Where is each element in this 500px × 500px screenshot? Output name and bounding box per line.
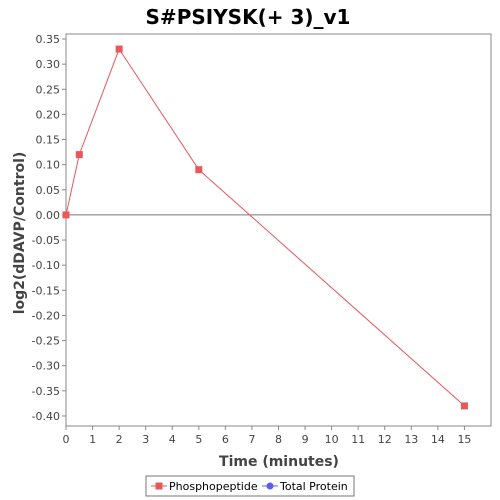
x-tick-label: 11 — [351, 433, 365, 446]
y-tick-label: -0.05 — [32, 234, 60, 247]
x-tick-label: 10 — [325, 433, 339, 446]
legend-label: Total Protein — [279, 480, 348, 493]
y-axis-title: log2(dDAVP/Control) — [12, 152, 28, 315]
legend-label: Phosphopeptide — [169, 480, 258, 493]
y-tick-label: -0.40 — [32, 410, 60, 423]
x-tick-label: 8 — [275, 433, 282, 446]
x-tick-label: 5 — [195, 433, 202, 446]
x-tick-label: 6 — [222, 433, 229, 446]
y-tick-label: -0.20 — [32, 309, 60, 322]
x-tick-label: 7 — [248, 433, 255, 446]
data-point — [75, 151, 83, 159]
x-tick-label: 9 — [302, 433, 309, 446]
x-tick-label: 3 — [142, 433, 149, 446]
plot-area: 0.35 0.30 0.25 0.20 0.15 0.10 0.05 0.00 -0.05 -0.… — [32, 33, 492, 446]
x-tick-label: 14 — [431, 433, 445, 446]
y-tick-label: 0.20 — [36, 108, 61, 121]
legend-box — [145, 475, 355, 497]
y-tick-label: 0.05 — [36, 184, 61, 197]
legend-marker — [155, 482, 163, 490]
y-tick-label: -0.10 — [32, 259, 60, 272]
data-point — [195, 166, 203, 174]
x-tick-label: 2 — [116, 433, 123, 446]
y-tick-label: -0.35 — [32, 385, 60, 398]
legend: Phosphopeptide Total Protein — [145, 475, 355, 497]
y-tick-label: 0.10 — [36, 159, 61, 172]
data-point — [62, 211, 70, 219]
x-tick-label: 13 — [404, 433, 418, 446]
x-tick-label: 0 — [63, 433, 70, 446]
y-tick-label: 0.25 — [36, 83, 61, 96]
y-tick-label: 0.15 — [36, 134, 61, 147]
y-tick-label: 0.35 — [36, 33, 61, 46]
y-tick-label: 0.30 — [36, 58, 61, 71]
legend-marker — [266, 482, 274, 490]
x-tick-label: 1 — [89, 433, 96, 446]
x-tick-label: 15 — [457, 433, 471, 446]
chart-title: S#PSIYSK(+ 3)_v1 — [146, 5, 351, 29]
x-tick-label: 12 — [378, 433, 392, 446]
data-point — [115, 45, 123, 53]
plot-frame — [65, 33, 492, 427]
x-tick-label: 4 — [169, 433, 176, 446]
y-tick-label: -0.25 — [32, 335, 60, 348]
data-point — [460, 402, 468, 410]
x-axis-title: Time (minutes) — [219, 454, 339, 470]
y-tick-label: -0.30 — [32, 360, 60, 373]
y-tick-label: 0.00 — [36, 209, 61, 222]
y-tick-label: -0.15 — [32, 284, 60, 297]
